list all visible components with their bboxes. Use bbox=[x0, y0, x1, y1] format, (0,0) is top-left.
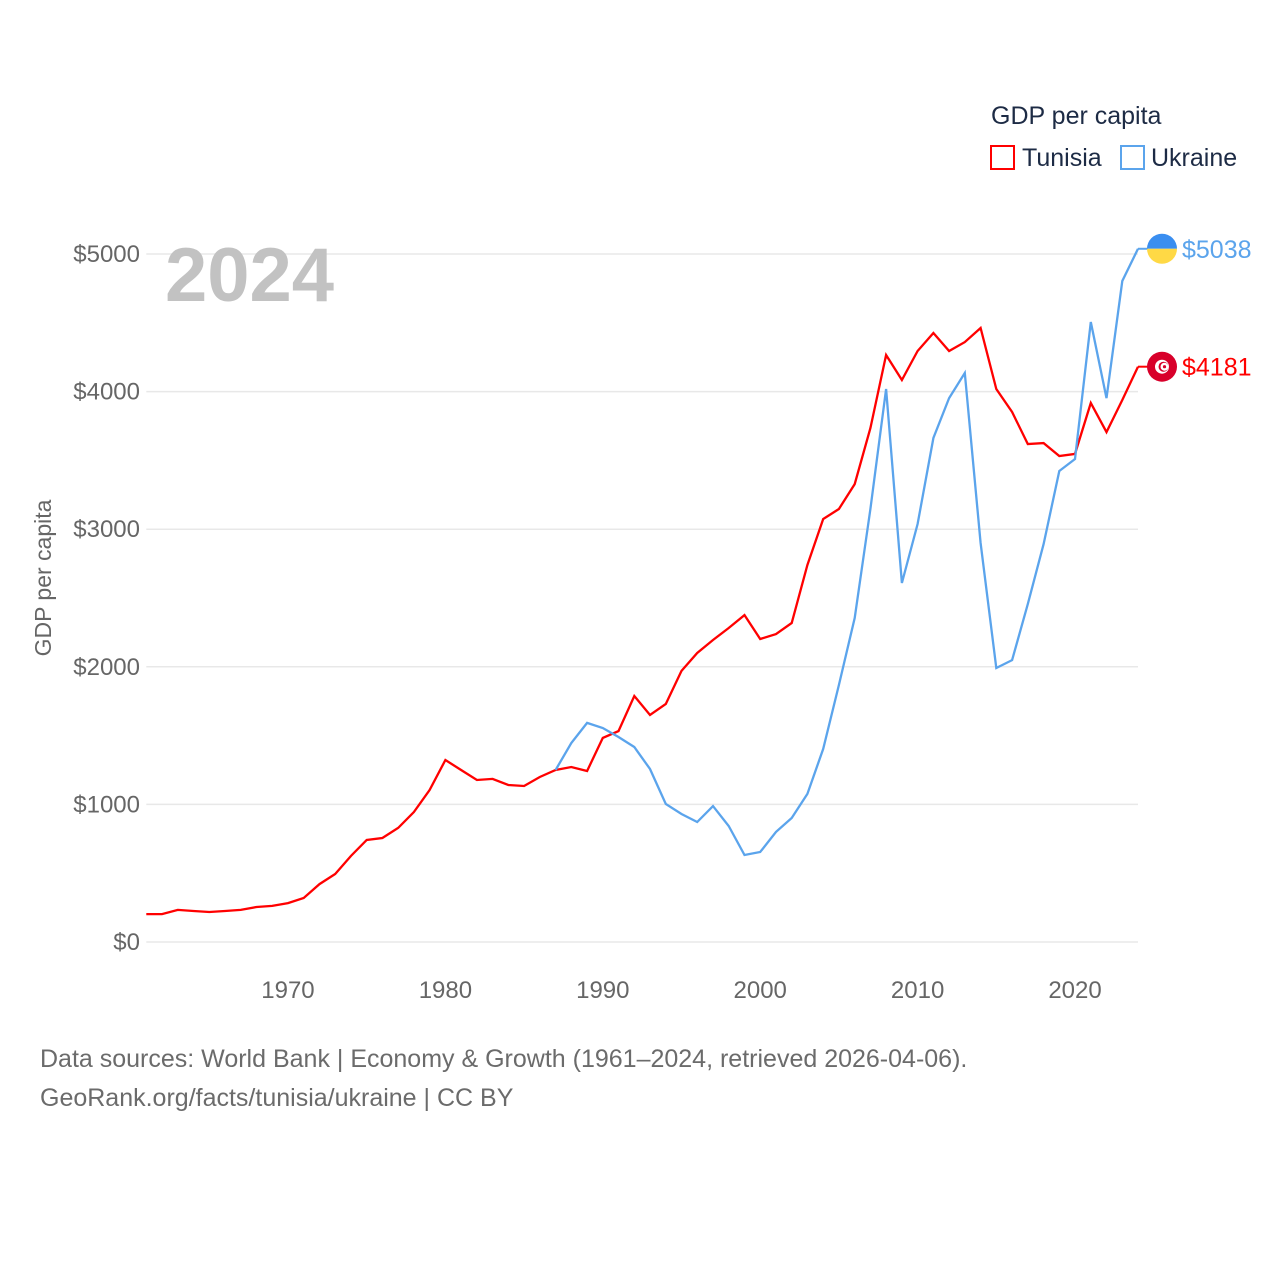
attribution-line: GeoRank.org/facts/tunisia/ukraine | CC B… bbox=[40, 1084, 514, 1112]
x-tick-label: 1990 bbox=[576, 977, 629, 1004]
legend-swatch-tunisia bbox=[990, 145, 1015, 170]
series-line-ukraine bbox=[554, 248, 1140, 857]
end-value-label-tunisia: $4181 bbox=[1182, 354, 1252, 382]
y-tick-label: $5000 bbox=[73, 241, 140, 268]
legend-label-tunisia[interactable]: Tunisia bbox=[1022, 144, 1102, 172]
y-tick-label: $4000 bbox=[73, 379, 140, 406]
y-axis-label: GDP per capita bbox=[30, 499, 56, 656]
x-tick-label: 2000 bbox=[734, 977, 787, 1004]
legend-label-ukraine[interactable]: Ukraine bbox=[1151, 144, 1237, 172]
y-tick-label: $0 bbox=[113, 929, 140, 956]
x-tick-label: 2020 bbox=[1048, 977, 1101, 1004]
legend: GDP per capita Tunisia Ukraine bbox=[990, 102, 1237, 172]
x-tick-label: 1970 bbox=[261, 977, 314, 1004]
tunisia-flag-icon bbox=[1147, 351, 1177, 382]
legend-swatch-ukraine bbox=[1120, 145, 1145, 170]
x-tick-label: 1980 bbox=[419, 977, 472, 1004]
ukraine-flag-icon bbox=[1147, 233, 1177, 264]
x-tick-label: 2010 bbox=[891, 977, 944, 1004]
series-line-tunisia bbox=[146, 325, 1140, 916]
y-tick-label: $1000 bbox=[73, 791, 140, 818]
source-line: Data sources: World Bank | Economy & Gro… bbox=[40, 1045, 968, 1073]
year-watermark: 2024 bbox=[165, 233, 334, 318]
legend-title: GDP per capita bbox=[991, 102, 1162, 130]
y-tick-label: $2000 bbox=[73, 654, 140, 681]
end-value-label-ukraine: $5038 bbox=[1182, 236, 1252, 264]
y-tick-label: $3000 bbox=[73, 516, 140, 543]
